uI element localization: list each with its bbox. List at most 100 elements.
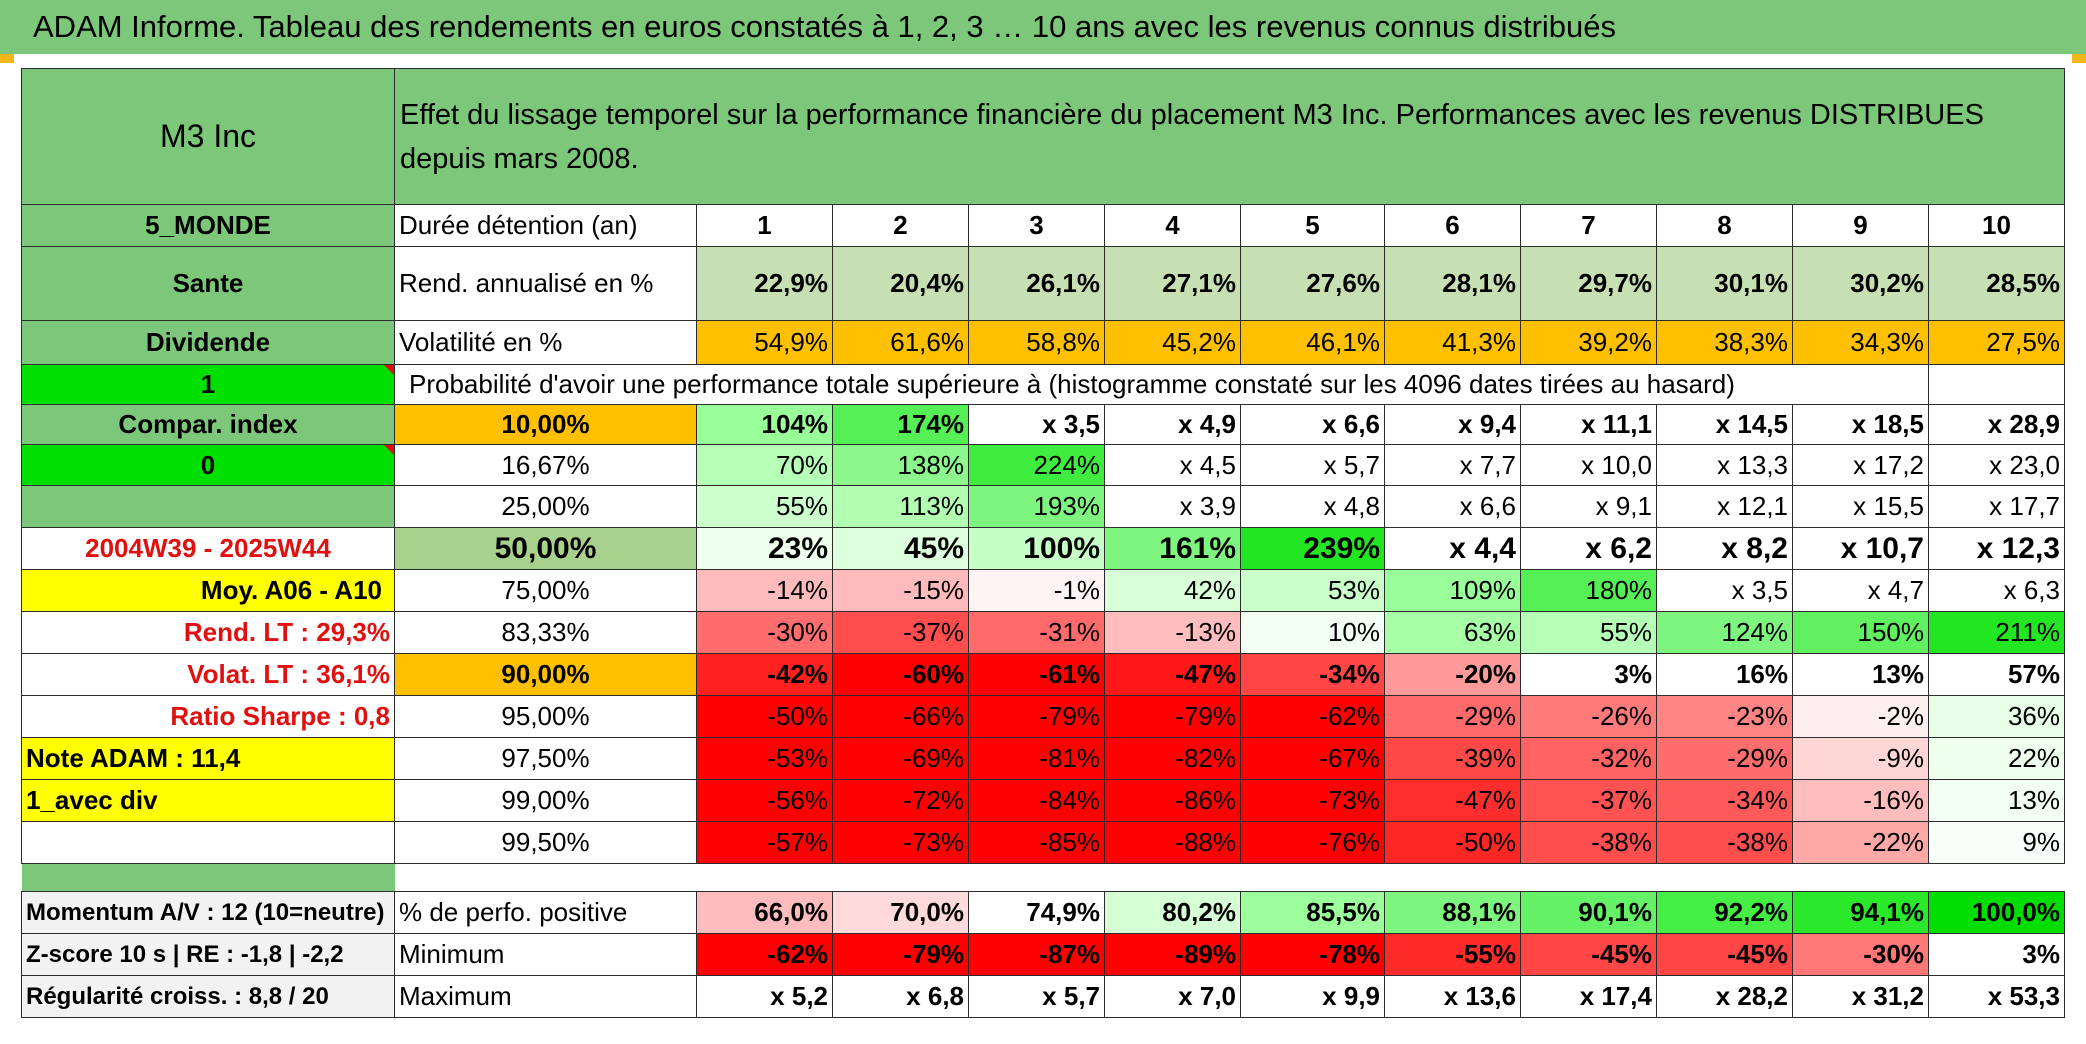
performance-cell: -23%	[1656, 695, 1793, 738]
performance-cell: 22%	[1928, 737, 2065, 780]
probability-row: Compar. index 10,00% 104% 174% x 3,5 x 4,9 x 6…	[21, 404, 2065, 445]
performance-cell: x 8,2	[1656, 527, 1793, 570]
regularity-label: Régularité croiss. : 8,8 / 20	[21, 975, 395, 1018]
performance-cell: 13%	[1928, 779, 2065, 822]
summary-value: x 13,6	[1384, 975, 1521, 1018]
performance-cell: x 14,5	[1656, 404, 1793, 445]
summary-value: -55%	[1384, 933, 1521, 976]
summary-label: Minimum	[394, 933, 697, 976]
duration-row: 5_MONDE Durée détention (an) 1 2 3 4 5 6 7 8 9 10	[21, 204, 2065, 247]
momentum-label: Momentum A/V : 12 (10=neutre)	[21, 891, 395, 934]
summary-value: 90,1%	[1520, 891, 1657, 934]
performance-cell: -53%	[696, 737, 833, 780]
return-row: Sante Rend. annualisé en % 22,9% 20,4% 26,1%…	[21, 246, 2065, 321]
performance-cell: 63%	[1384, 611, 1521, 654]
performance-cell: -81%	[968, 737, 1105, 780]
summary-value: 74,9%	[968, 891, 1105, 934]
performance-cell: 239%	[1240, 527, 1385, 570]
performance-cell: x 4,8	[1240, 485, 1385, 528]
summary-value: -45%	[1520, 933, 1657, 976]
performance-cell: 174%	[832, 404, 969, 445]
annual-return: 30,1%	[1656, 246, 1793, 321]
average-label: Moy. A06 - A10	[21, 569, 395, 612]
performance-cell: 104%	[696, 404, 833, 445]
performance-cell: 109%	[1384, 569, 1521, 612]
duration-label: Durée détention (an)	[394, 204, 697, 247]
volatility-value: 27,5%	[1928, 320, 2065, 365]
performance-cell: x 6,6	[1384, 485, 1521, 528]
performance-cell: -86%	[1104, 779, 1241, 822]
volatility-value: 38,3%	[1656, 320, 1793, 365]
annual-return: 27,1%	[1104, 246, 1241, 321]
performance-cell: x 9,4	[1384, 404, 1521, 445]
blank-label	[21, 485, 395, 528]
spacer-row	[21, 863, 2065, 892]
performance-cell: -38%	[1656, 821, 1793, 864]
probability-threshold: 50,00%	[394, 527, 697, 570]
duration-year: 8	[1656, 204, 1793, 247]
probability-row: Rend. LT : 29,3% 83,33% -30% -37% -31% -13% 10…	[21, 611, 2065, 654]
performance-cell: x 3,9	[1104, 485, 1241, 528]
performance-cell: -82%	[1104, 737, 1241, 780]
volatility-value: 41,3%	[1384, 320, 1521, 365]
volatility-value: 61,6%	[832, 320, 969, 365]
volatility-value: 45,2%	[1104, 320, 1241, 365]
summary-value: x 31,2	[1792, 975, 1929, 1018]
performance-cell: -88%	[1104, 821, 1241, 864]
performance-cell: -67%	[1240, 737, 1385, 780]
performance-cell: -20%	[1384, 653, 1521, 696]
performance-cell: -85%	[968, 821, 1105, 864]
duration-year: 1	[696, 204, 833, 247]
performance-cell: 100%	[968, 527, 1105, 570]
probability-threshold: 10,00%	[394, 404, 697, 445]
performance-cell: x 6,2	[1520, 527, 1657, 570]
duration-year: 2	[832, 204, 969, 247]
duration-year: 4	[1104, 204, 1241, 247]
performance-cell: x 15,5	[1792, 485, 1929, 528]
duration-year: 3	[968, 204, 1105, 247]
performance-cell: x 12,1	[1656, 485, 1793, 528]
corner-marker	[2072, 54, 2086, 63]
zscore-label: Z-score 10 s | RE : -1,8 | -2,2	[21, 933, 395, 976]
performance-cell: x 17,2	[1792, 444, 1929, 486]
annual-return: 28,5%	[1928, 246, 2065, 321]
probability-row: 1_avec div 99,00% -56% -72% -84% -86% -73% -47%…	[21, 779, 2065, 822]
description: Effet du lissage temporel sur la perform…	[394, 68, 2065, 205]
summary-value: x 5,7	[968, 975, 1105, 1018]
performance-cell: -84%	[968, 779, 1105, 822]
performance-cell: 55%	[696, 485, 833, 528]
probability-threshold: 99,50%	[394, 821, 697, 864]
summary-value: x 28,2	[1656, 975, 1793, 1018]
volatility-value: 39,2%	[1520, 320, 1657, 365]
probability-row: Volat. LT : 36,1% 90,00% -42% -60% -61% -47% -…	[21, 653, 2065, 696]
annual-return: 20,4%	[832, 246, 969, 321]
volatility-value: 46,1%	[1240, 320, 1385, 365]
performance-cell: -26%	[1520, 695, 1657, 738]
performance-cell: -76%	[1240, 821, 1385, 864]
annual-return: 22,9%	[696, 246, 833, 321]
performance-cell: -73%	[832, 821, 969, 864]
probability-row: Note ADAM : 11,4 97,50% -53% -69% -81% -82% -6…	[21, 737, 2065, 780]
performance-cell: 211%	[1928, 611, 2065, 654]
performance-cell: -73%	[1240, 779, 1385, 822]
summary-value: 70,0%	[832, 891, 969, 934]
summary-value: x 53,3	[1928, 975, 2065, 1018]
spacer	[394, 863, 2065, 892]
summary-value: -30%	[1792, 933, 1929, 976]
performance-cell: -29%	[1384, 695, 1521, 738]
report-title: ADAM Informe. Tableau des rendements en …	[33, 9, 1617, 44]
performance-cell: 193%	[968, 485, 1105, 528]
summary-value: 66,0%	[696, 891, 833, 934]
summary-value: -62%	[696, 933, 833, 976]
performance-cell: 13%	[1792, 653, 1929, 696]
probability-title: Probabilité d'avoir une performance tota…	[394, 364, 1929, 405]
probability-row: 25,00% 55% 113% 193% x 3,9 x 4,8 x 6,6 x 9,1 x 1…	[21, 485, 2065, 528]
summary-label: Maximum	[394, 975, 697, 1018]
summary-value: -78%	[1240, 933, 1385, 976]
probability-threshold: 25,00%	[394, 485, 697, 528]
performance-cell: x 17,7	[1928, 485, 2065, 528]
summary-value: -79%	[832, 933, 969, 976]
volatility-value: 58,8%	[968, 320, 1105, 365]
performance-cell: x 4,5	[1104, 444, 1241, 486]
